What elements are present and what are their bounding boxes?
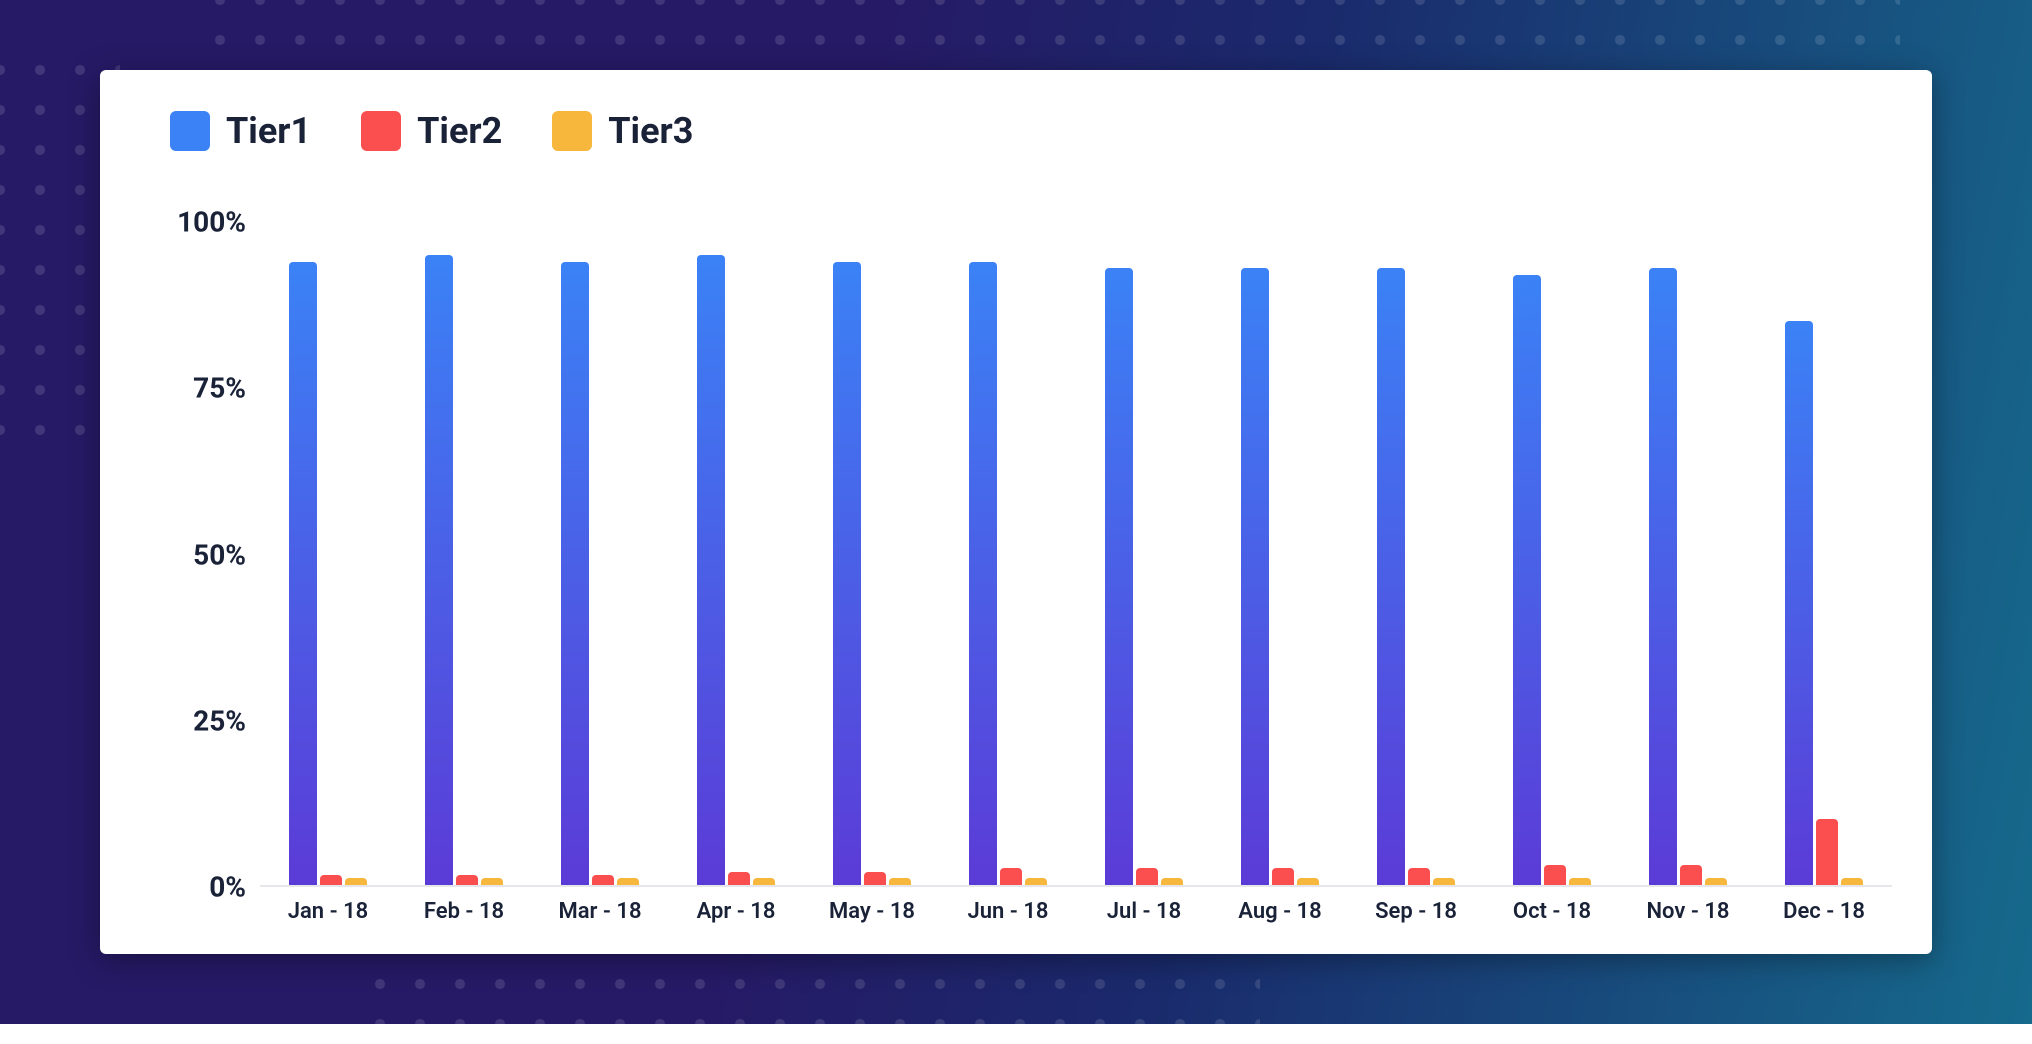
bar-group bbox=[396, 222, 532, 885]
bar-tier1[interactable] bbox=[1377, 268, 1405, 885]
bar-tier1[interactable] bbox=[561, 262, 589, 885]
bar-group bbox=[1756, 222, 1892, 885]
chart-plot bbox=[260, 222, 1892, 887]
bar-tier2[interactable] bbox=[728, 872, 750, 885]
bar-tier3[interactable] bbox=[1841, 878, 1863, 885]
bar-tier2[interactable] bbox=[592, 875, 614, 885]
chart-legend: Tier1 Tier2 Tier3 bbox=[140, 110, 1892, 152]
legend-swatch-tier3 bbox=[552, 111, 592, 151]
bar-tier3[interactable] bbox=[1705, 878, 1727, 885]
bar-tier1[interactable] bbox=[1241, 268, 1269, 885]
legend-item-tier2[interactable]: Tier2 bbox=[361, 110, 502, 152]
bar-group bbox=[1620, 222, 1756, 885]
bar-group bbox=[1212, 222, 1348, 885]
bar-tier3[interactable] bbox=[1569, 878, 1591, 885]
bar-group bbox=[668, 222, 804, 885]
bar-group bbox=[260, 222, 396, 885]
y-tick: 100% bbox=[177, 206, 246, 239]
y-tick: 0% bbox=[209, 871, 246, 904]
bar-group bbox=[1348, 222, 1484, 885]
chart-body: 0%25%50%75%100% bbox=[140, 222, 1892, 887]
bar-tier2[interactable] bbox=[1272, 868, 1294, 885]
bar-tier3[interactable] bbox=[1161, 878, 1183, 885]
bar-tier3[interactable] bbox=[889, 878, 911, 885]
x-tick: Jan - 18 bbox=[260, 899, 396, 924]
bar-group bbox=[1484, 222, 1620, 885]
x-tick: Mar - 18 bbox=[532, 899, 668, 924]
x-tick: Feb - 18 bbox=[396, 899, 532, 924]
bar-tier2[interactable] bbox=[1000, 868, 1022, 885]
bar-tier3[interactable] bbox=[1433, 878, 1455, 885]
x-tick: Sep - 18 bbox=[1348, 899, 1484, 924]
bar-tier1[interactable] bbox=[969, 262, 997, 885]
bar-tier1[interactable] bbox=[697, 255, 725, 885]
bar-tier1[interactable] bbox=[1105, 268, 1133, 885]
bar-tier2[interactable] bbox=[864, 872, 886, 885]
bar-tier3[interactable] bbox=[1297, 878, 1319, 885]
bar-tier2[interactable] bbox=[1544, 865, 1566, 885]
x-axis: Jan - 18Feb - 18Mar - 18Apr - 18May - 18… bbox=[260, 887, 1892, 924]
legend-label-tier3: Tier3 bbox=[608, 110, 693, 152]
bar-tier2[interactable] bbox=[1136, 868, 1158, 885]
bar-group bbox=[1076, 222, 1212, 885]
y-tick: 75% bbox=[193, 372, 246, 405]
bar-tier3[interactable] bbox=[481, 878, 503, 885]
x-tick: Apr - 18 bbox=[668, 899, 804, 924]
x-tick: Dec - 18 bbox=[1756, 899, 1892, 924]
legend-swatch-tier1 bbox=[170, 111, 210, 151]
bar-tier2[interactable] bbox=[1816, 819, 1838, 885]
y-tick: 50% bbox=[193, 538, 246, 571]
bar-tier2[interactable] bbox=[456, 875, 478, 885]
bar-tier1[interactable] bbox=[289, 262, 317, 885]
legend-label-tier1: Tier1 bbox=[226, 110, 311, 152]
bar-tier3[interactable] bbox=[345, 878, 367, 885]
bar-groups bbox=[260, 222, 1892, 885]
x-tick: Nov - 18 bbox=[1620, 899, 1756, 924]
bar-tier3[interactable] bbox=[1025, 878, 1047, 885]
y-tick: 25% bbox=[193, 704, 246, 737]
legend-item-tier1[interactable]: Tier1 bbox=[170, 110, 311, 152]
bar-tier1[interactable] bbox=[1649, 268, 1677, 885]
legend-label-tier2: Tier2 bbox=[417, 110, 502, 152]
bar-group bbox=[804, 222, 940, 885]
bar-tier3[interactable] bbox=[617, 878, 639, 885]
stage: Tier1 Tier2 Tier3 0% 25% 50% 75% 100% Jan - … bbox=[0, 0, 2032, 1024]
bar-tier1[interactable] bbox=[1785, 321, 1813, 885]
bar-group bbox=[940, 222, 1076, 885]
bar-tier2[interactable] bbox=[320, 875, 342, 885]
bar-tier3[interactable] bbox=[753, 878, 775, 885]
x-tick: Jun - 18 bbox=[940, 899, 1076, 924]
bar-tier2[interactable] bbox=[1408, 868, 1430, 885]
legend-swatch-tier2 bbox=[361, 111, 401, 151]
chart-card: Tier1 Tier2 Tier3 0% 25% 50% 75% 100% Jan - … bbox=[100, 70, 1932, 954]
x-tick: Oct - 18 bbox=[1484, 899, 1620, 924]
chart-area: 0% 25% 50% 75% 100% Jan - 18Feb - 18Mar - 18… bbox=[140, 162, 1892, 924]
bar-tier1[interactable] bbox=[1513, 275, 1541, 885]
bar-tier1[interactable] bbox=[425, 255, 453, 885]
x-tick: May - 18 bbox=[804, 899, 940, 924]
x-tick: Aug - 18 bbox=[1212, 899, 1348, 924]
y-axis: 0%25%50%75%100% bbox=[140, 222, 260, 887]
legend-item-tier3[interactable]: Tier3 bbox=[552, 110, 693, 152]
bar-tier1[interactable] bbox=[833, 262, 861, 885]
bar-tier2[interactable] bbox=[1680, 865, 1702, 885]
bar-group bbox=[532, 222, 668, 885]
x-tick: Jul - 18 bbox=[1076, 899, 1212, 924]
